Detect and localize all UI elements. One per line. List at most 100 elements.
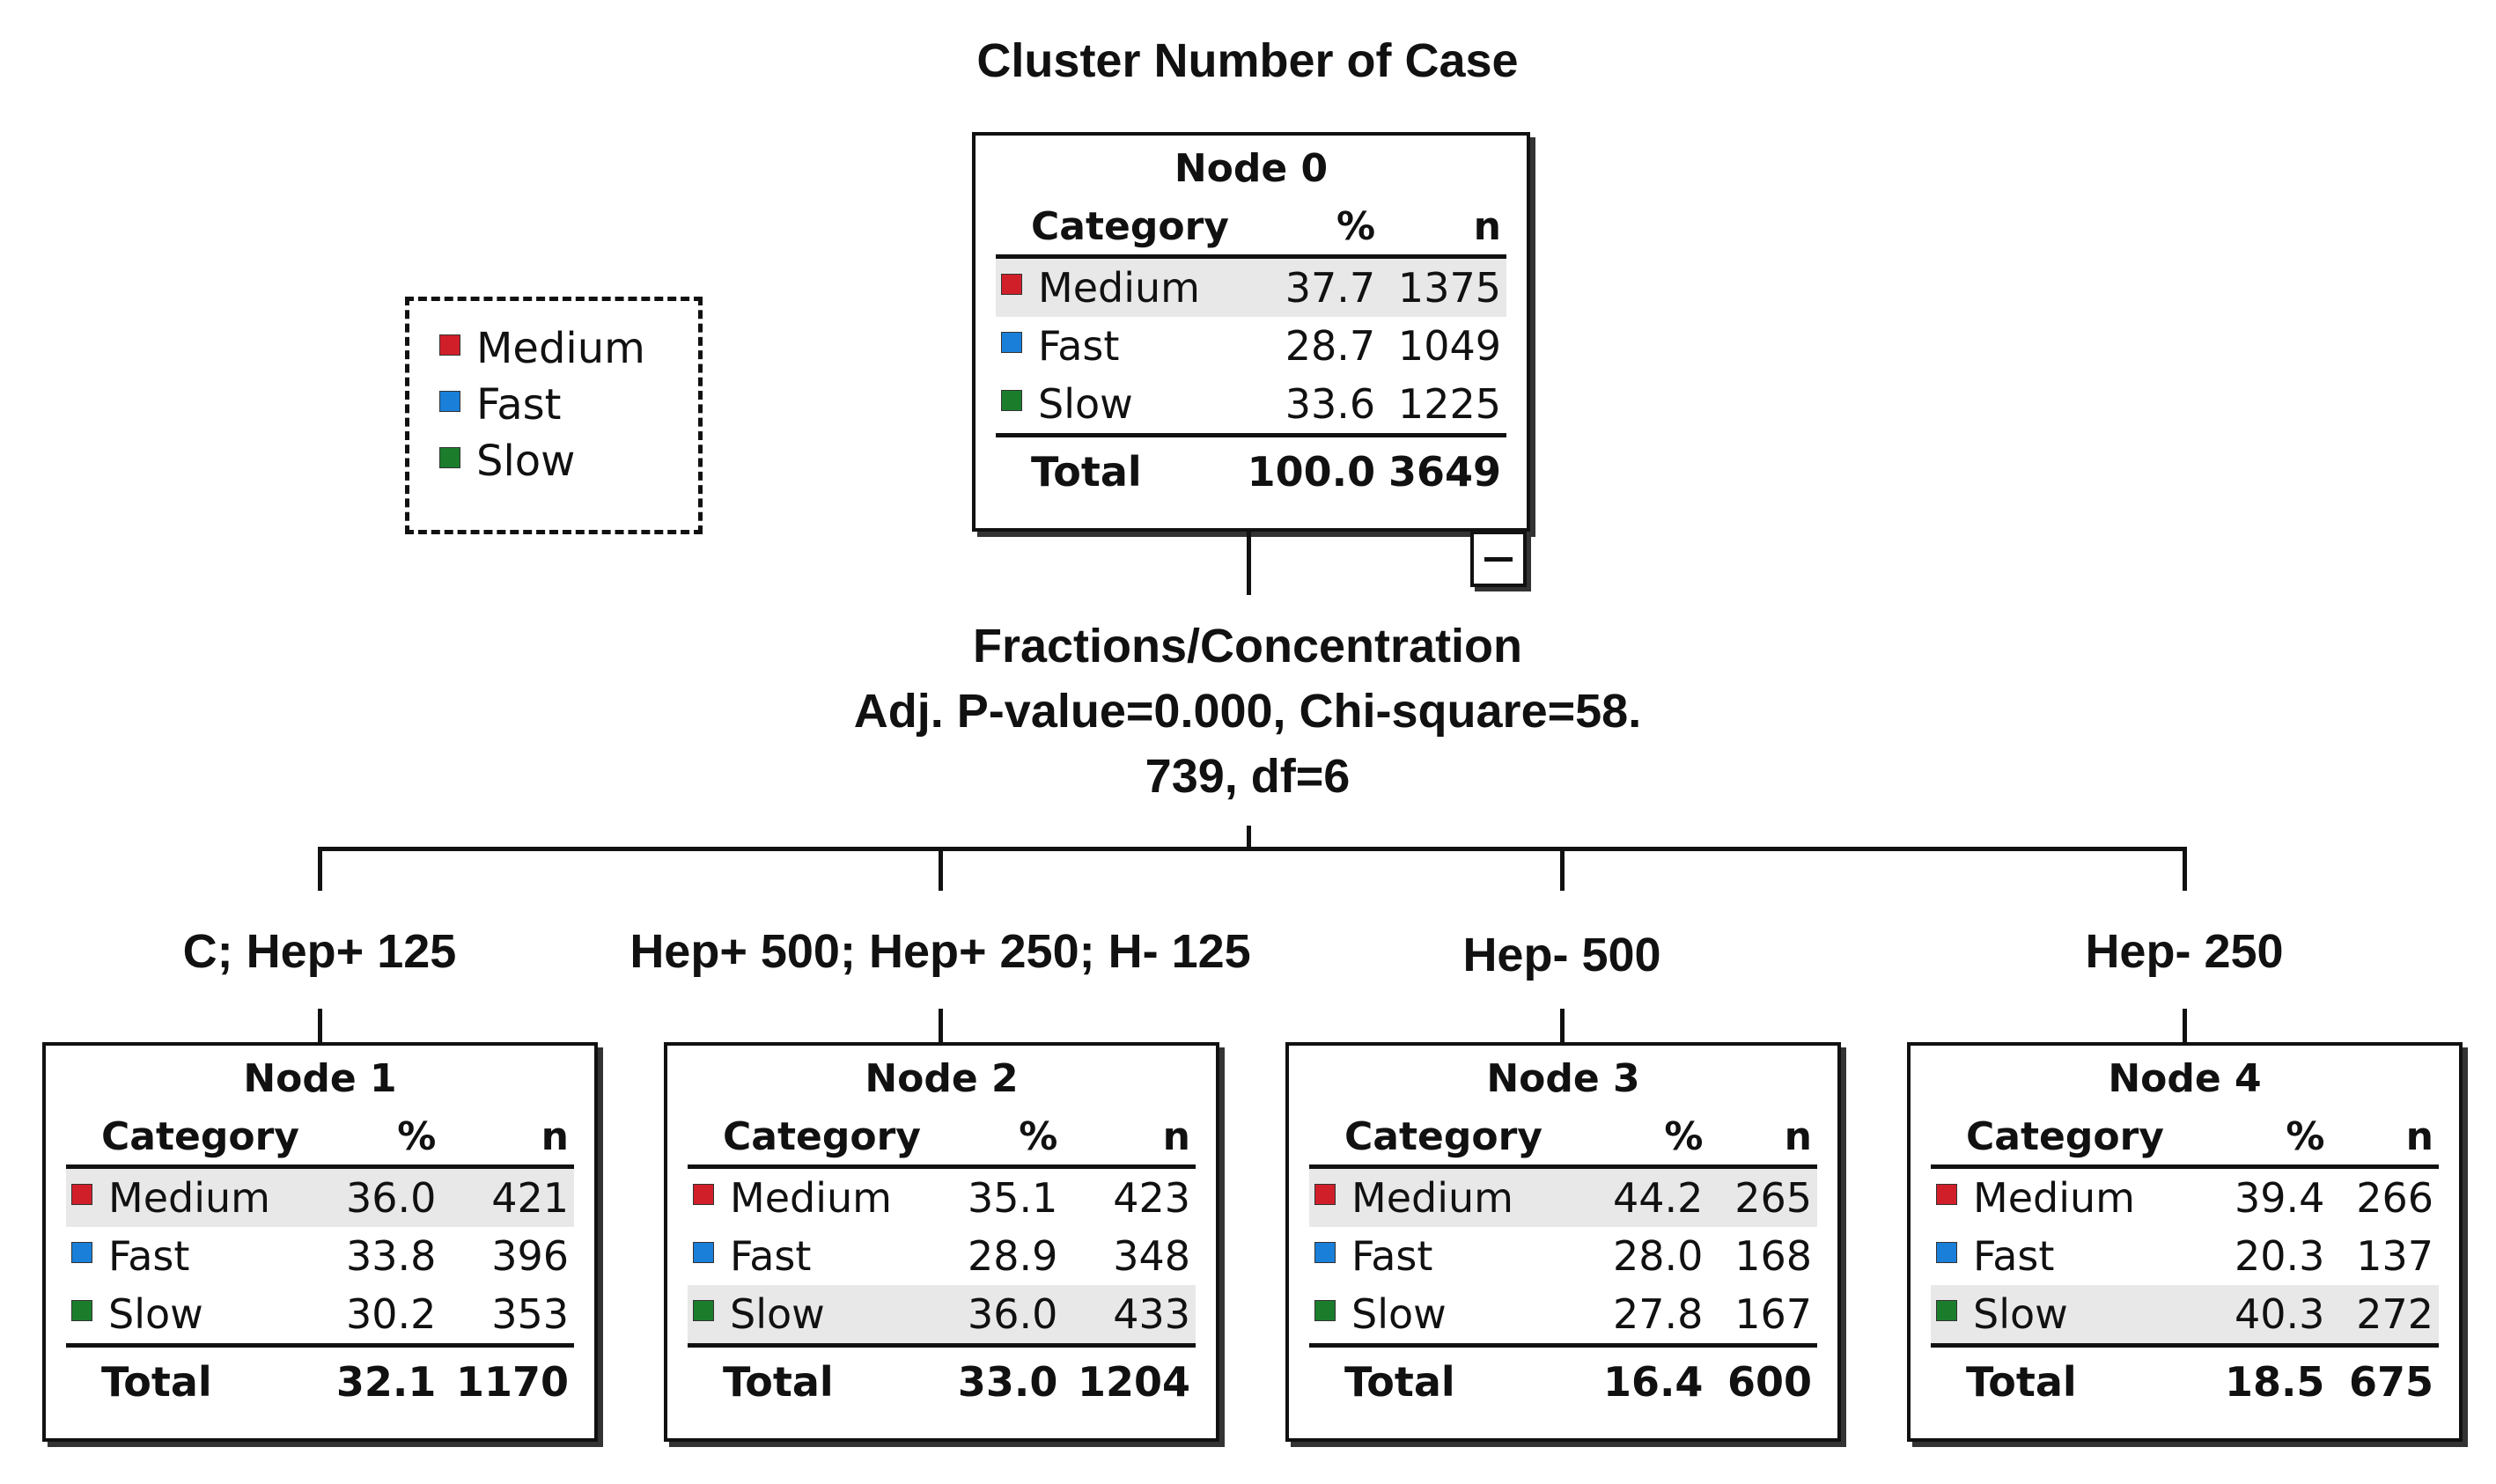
node-4[interactable]: Node 4 Category % n Medium 39.4 266 Fast… — [1907, 1042, 2463, 1442]
n-value: 423 — [1113, 1174, 1190, 1222]
header-n: n — [1381, 201, 1506, 259]
branch-label-1: C; Hep+ 125 — [182, 925, 457, 978]
node-title: Node 1 — [243, 1056, 397, 1101]
red-square-icon — [1314, 1184, 1336, 1205]
green-square-icon — [439, 447, 460, 468]
n-value: 167 — [1734, 1290, 1812, 1338]
total-row: Total 33.0 1204 — [688, 1343, 1196, 1411]
table-row: Fast 28.9 348 — [688, 1227, 1196, 1285]
category-label: Fast — [1038, 322, 1120, 370]
category-label: Fast — [108, 1232, 190, 1280]
total-label: Total — [1309, 1343, 1582, 1411]
split-variable: Fractions/Concentration — [972, 620, 1523, 672]
split-label: Fractions/Concentration Adj. P-value=0.0… — [719, 613, 1776, 809]
category-label: Medium — [1351, 1174, 1513, 1222]
table-row: Medium 44.2 265 — [1309, 1166, 1817, 1227]
table-row: Fast 28.0 168 — [1309, 1227, 1817, 1285]
node-title: Node 0 — [1174, 146, 1329, 191]
total-percent: 33.0 — [944, 1343, 1064, 1411]
table-row: Medium 36.0 421 — [66, 1166, 574, 1227]
header-percent: % — [322, 1111, 442, 1169]
percent-value: 33.6 — [1285, 380, 1376, 428]
blue-square-icon — [1314, 1242, 1336, 1263]
branch-drop-1 — [318, 847, 322, 891]
node-3[interactable]: Node 3 Category % n Medium 44.2 265 Fast… — [1285, 1042, 1841, 1442]
legend-label: Slow — [476, 437, 576, 486]
total-n: 600 — [1708, 1343, 1817, 1411]
total-label: Total — [1931, 1343, 2204, 1411]
total-n: 1170 — [441, 1343, 574, 1411]
blue-square-icon — [71, 1242, 92, 1263]
header-category: Category — [66, 1111, 323, 1169]
node-table: Category % n Medium 39.4 266 Fast 20.3 1… — [1931, 1111, 2439, 1411]
total-label: Total — [688, 1343, 945, 1411]
node-2[interactable]: Node 2 Category % n Medium 35.1 423 Fast… — [664, 1042, 1219, 1442]
total-percent: 100.0 — [1239, 433, 1381, 501]
percent-value: 30.2 — [345, 1290, 437, 1338]
branch-drop-3 — [1560, 847, 1565, 891]
branch-bar — [318, 847, 2187, 851]
percent-value: 39.4 — [2235, 1174, 2325, 1222]
total-row: Total 100.0 3649 — [996, 433, 1506, 501]
percent-value: 37.7 — [1239, 256, 1381, 317]
header-n: n — [1708, 1111, 1817, 1169]
table-row: Slow 27.8 167 — [1309, 1285, 1817, 1346]
collapse-node-button[interactable] — [1470, 531, 1527, 587]
legend-item-slow: Slow — [439, 433, 679, 489]
percent-value: 28.7 — [1285, 322, 1376, 370]
red-square-icon — [1001, 274, 1022, 295]
split-stats-2: 739, df=6 — [1145, 750, 1351, 803]
category-label: Fast — [1351, 1232, 1433, 1280]
header-percent: % — [944, 1111, 1064, 1169]
table-row: Slow 30.2 353 — [66, 1285, 574, 1346]
n-value: 1049 — [1397, 322, 1501, 370]
header-category: Category — [996, 201, 1240, 259]
n-value: 1225 — [1397, 380, 1501, 428]
branch-label-2: Hep+ 500; Hep+ 250; H- 125 — [630, 925, 1251, 978]
node-title: Node 2 — [865, 1056, 1019, 1101]
category-label: Medium — [730, 1174, 892, 1222]
category-label: Slow — [1038, 380, 1133, 428]
blue-square-icon — [439, 391, 460, 412]
percent-value: 27.8 — [1613, 1290, 1704, 1338]
n-value: 168 — [1734, 1232, 1812, 1280]
table-row: Slow 40.3 272 — [1931, 1285, 2439, 1346]
node-0[interactable]: Node 0 Category % n Medium 37.7 1375 Fas… — [972, 132, 1530, 532]
category-label: Slow — [108, 1290, 203, 1338]
percent-value: 28.9 — [967, 1232, 1058, 1280]
table-row: Medium 39.4 266 — [1931, 1167, 2439, 1228]
red-square-icon — [693, 1184, 714, 1205]
n-value: 265 — [1708, 1166, 1817, 1227]
percent-value: 28.0 — [1613, 1232, 1704, 1280]
node-table: Category % n Medium 35.1 423 Fast 28.9 3… — [688, 1111, 1196, 1411]
header-category: Category — [1309, 1111, 1582, 1169]
percent-value: 36.0 — [944, 1285, 1064, 1346]
category-label: Slow — [1973, 1290, 2068, 1338]
n-value: 137 — [2356, 1232, 2433, 1280]
header-percent: % — [1581, 1111, 1709, 1169]
branch-drop-4 — [2183, 847, 2187, 891]
percent-value: 36.0 — [322, 1166, 442, 1227]
node-title: Node 4 — [2108, 1056, 2262, 1101]
legend-item-medium: Medium — [439, 320, 679, 377]
red-square-icon — [71, 1184, 92, 1205]
green-square-icon — [71, 1300, 92, 1321]
n-value: 396 — [491, 1232, 569, 1280]
legend-label: Fast — [476, 380, 562, 430]
legend: Medium Fast Slow — [405, 297, 703, 534]
root-connector — [1247, 532, 1251, 595]
node-1[interactable]: Node 1 Category % n Medium 36.0 421 Fast… — [42, 1042, 598, 1442]
n-value: 1375 — [1381, 256, 1506, 317]
header-n: n — [1063, 1111, 1196, 1169]
total-n: 675 — [2330, 1343, 2439, 1411]
n-value: 421 — [441, 1166, 574, 1227]
branch-label-4: Hep- 250 — [2085, 925, 2284, 978]
table-row: Fast 33.8 396 — [66, 1227, 574, 1285]
table-row: Slow 33.6 1225 — [996, 375, 1506, 436]
table-row: Fast 20.3 137 — [1931, 1227, 2439, 1285]
legend-label: Medium — [476, 324, 645, 373]
node-connector-2 — [939, 1009, 943, 1044]
blue-square-icon — [1936, 1242, 1957, 1263]
table-row: Medium 35.1 423 — [688, 1167, 1196, 1228]
total-n: 3649 — [1381, 433, 1506, 501]
